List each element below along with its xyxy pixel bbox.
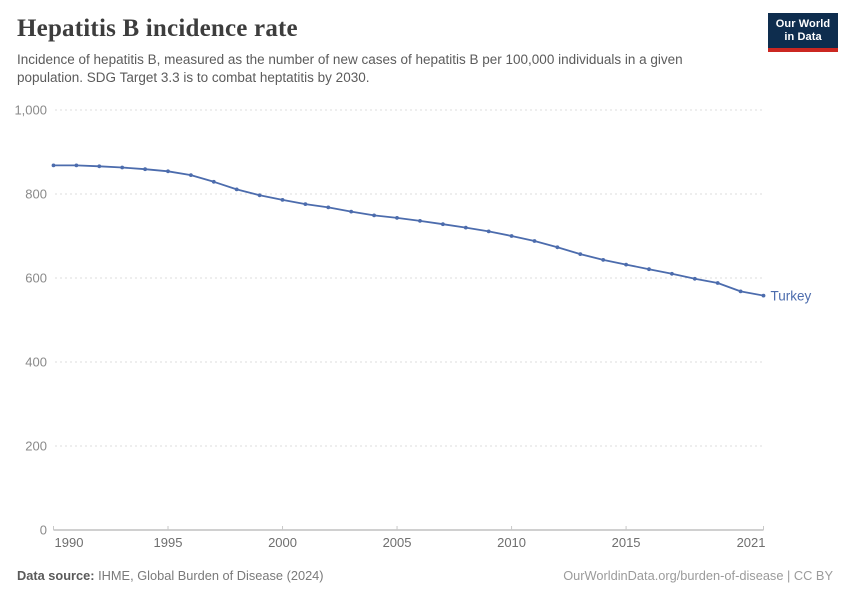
data-point <box>555 245 560 250</box>
data-point <box>738 289 743 294</box>
data-point <box>97 164 102 169</box>
data-point <box>418 219 422 223</box>
data-point <box>715 281 720 285</box>
owid-logo[interactable]: Our World in Data <box>768 13 838 52</box>
x-tick-label: 2000 <box>268 535 297 550</box>
data-point <box>372 213 376 218</box>
data-point <box>211 179 216 184</box>
page-title: Hepatitis B incidence rate <box>17 15 298 42</box>
data-point <box>166 169 170 174</box>
data-point <box>234 187 239 192</box>
data-source: Data source: IHME, Global Burden of Dise… <box>17 568 324 583</box>
data-point <box>647 267 651 272</box>
x-tick-label: 2015 <box>612 535 641 550</box>
y-tick-label: 200 <box>25 439 47 454</box>
data-point <box>509 234 514 238</box>
data-point <box>486 229 491 234</box>
data-point <box>532 239 537 243</box>
owid-logo-line1: Our World <box>775 18 831 30</box>
data-point <box>143 167 148 172</box>
line-chart[interactable]: 0 200 400 600 800 1,000 1990 1995 2000 2005 2010 20… <box>0 95 850 565</box>
data-point <box>349 209 354 214</box>
data-point <box>441 222 445 227</box>
y-tick-label: 600 <box>25 271 47 286</box>
chart-footer: Data source: IHME, Global Burden of Dise… <box>17 568 833 583</box>
data-point <box>120 165 125 170</box>
chart-subtitle: Incidence of hepatitis B, measured as th… <box>17 52 683 85</box>
y-tick-label: 0 <box>40 523 47 538</box>
data-point <box>303 202 308 206</box>
data-point <box>51 163 56 168</box>
data-point <box>257 193 262 198</box>
data-point <box>670 271 674 276</box>
data-source-label: Data source: <box>17 568 95 583</box>
series-end-label: Turkey <box>771 288 812 303</box>
data-point <box>463 225 468 230</box>
data-point <box>326 205 331 210</box>
data-point <box>395 216 399 220</box>
data-point <box>692 276 697 281</box>
y-tick-label: 400 <box>25 355 47 370</box>
x-tick-label: 2010 <box>497 535 526 550</box>
data-point <box>280 198 285 202</box>
x-tick-label: 1995 <box>154 535 183 550</box>
owid-url-license[interactable]: OurWorldinData.org/burden-of-disease | C… <box>563 568 833 583</box>
y-tick-label: 800 <box>25 187 47 202</box>
data-point <box>189 173 193 177</box>
data-point <box>74 163 79 168</box>
data-line <box>52 164 765 297</box>
chart-header: Hepatitis B incidence rate Incidence of … <box>17 14 757 87</box>
y-tick-label: 1,000 <box>14 103 47 118</box>
x-tick-label: 1990 <box>55 535 84 550</box>
x-tick-label: 2005 <box>383 535 412 550</box>
data-source-text: IHME, Global Burden of Disease (2024) <box>94 568 324 583</box>
data-point <box>761 293 766 298</box>
x-tick-label: 2021 <box>737 535 766 550</box>
data-point <box>578 252 583 256</box>
data-point <box>624 262 628 267</box>
owid-logo-line2: in Data <box>784 31 822 43</box>
data-point <box>601 258 606 262</box>
